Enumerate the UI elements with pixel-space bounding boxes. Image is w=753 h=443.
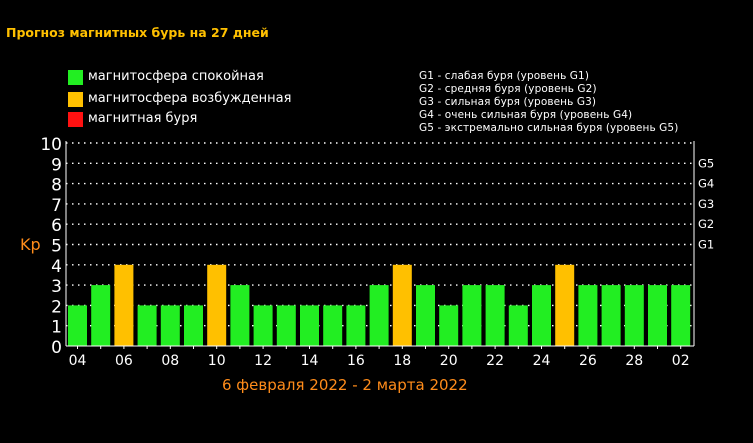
legend-label-storm: магнитная буря xyxy=(88,111,198,126)
bar xyxy=(601,285,621,346)
bar xyxy=(439,305,459,346)
bar xyxy=(207,264,227,346)
legend-swatch-quiet xyxy=(68,70,83,85)
bar xyxy=(416,285,435,346)
x-tick-label: 06 xyxy=(115,353,133,369)
legend-swatch-excited xyxy=(68,92,83,107)
bar xyxy=(671,285,691,346)
legend-swatch-storm xyxy=(68,112,83,127)
y-tick-label: 1 xyxy=(51,318,62,338)
bar xyxy=(114,264,134,346)
bar xyxy=(184,305,203,346)
x-tick-label: 18 xyxy=(393,353,411,369)
x-tick-label: 04 xyxy=(69,353,87,369)
y-tick-label: 0 xyxy=(51,338,62,358)
bar xyxy=(555,264,575,346)
y-tick-label: 2 xyxy=(51,297,62,317)
y-tick-label: 7 xyxy=(51,196,62,216)
x-tick-label: 20 xyxy=(440,353,458,369)
bar xyxy=(276,305,296,346)
bar xyxy=(578,285,598,346)
y-tick-label: 3 xyxy=(51,277,62,297)
bar xyxy=(532,285,551,346)
g-level-desc-g2: G2 - средняя буря (уровень G2) xyxy=(419,83,597,95)
bar xyxy=(392,264,412,346)
bar xyxy=(230,285,250,346)
bar xyxy=(462,285,482,346)
x-tick-label: 14 xyxy=(301,353,319,369)
bar xyxy=(485,285,505,346)
y-tick-label: 4 xyxy=(51,257,62,277)
bar xyxy=(68,305,87,346)
g-level-desc-g3: G3 - сильная буря (уровень G3) xyxy=(419,96,597,108)
x-tick-label: 24 xyxy=(533,353,551,369)
bar xyxy=(160,305,180,346)
x-tick-label: 10 xyxy=(208,353,226,369)
bar xyxy=(624,285,644,346)
g-level-label: G5 xyxy=(698,156,714,170)
g-level-desc-g1: G1 - слабая буря (уровень G1) xyxy=(419,70,590,82)
bar xyxy=(300,305,319,346)
y-tick-label: 6 xyxy=(51,216,62,236)
bar xyxy=(508,305,528,346)
g-level-label: G2 xyxy=(698,217,714,231)
legend-label-excited: магнитосфера возбужденная xyxy=(88,91,292,106)
g-level-desc-g5: G5 - экстремально сильная буря (уровень … xyxy=(419,122,679,134)
x-tick-label: 28 xyxy=(625,353,643,369)
bar xyxy=(648,285,667,346)
y-tick-label: 5 xyxy=(51,237,62,257)
bar xyxy=(137,305,157,346)
bar xyxy=(253,305,273,346)
x-tick-label: 16 xyxy=(347,353,365,369)
g-level-label: G4 xyxy=(698,177,714,191)
x-tick-label: 08 xyxy=(161,353,179,369)
y-tick-label: 8 xyxy=(51,176,62,196)
legend-label-quiet: магнитосфера спокойная xyxy=(88,69,264,84)
y-tick-label: 9 xyxy=(51,155,62,175)
g-level-label: G1 xyxy=(698,238,714,252)
x-tick-label: 22 xyxy=(486,353,504,369)
bar xyxy=(369,285,389,346)
y-tick-label: 10 xyxy=(40,135,62,155)
date-range: 6 февраля 2022 - 2 марта 2022 xyxy=(222,376,468,394)
x-tick-label: 02 xyxy=(672,353,690,369)
x-tick-label: 12 xyxy=(254,353,272,369)
g-level-desc-g4: G4 - очень сильная буря (уровень G4) xyxy=(419,109,633,121)
bar xyxy=(323,305,343,346)
chart-title: Прогноз магнитных бурь на 27 дней xyxy=(6,25,269,40)
y-axis-label: Kp xyxy=(20,235,41,254)
bar xyxy=(346,305,366,346)
bar xyxy=(91,285,111,346)
g-level-label: G3 xyxy=(698,197,714,211)
x-tick-label: 26 xyxy=(579,353,597,369)
